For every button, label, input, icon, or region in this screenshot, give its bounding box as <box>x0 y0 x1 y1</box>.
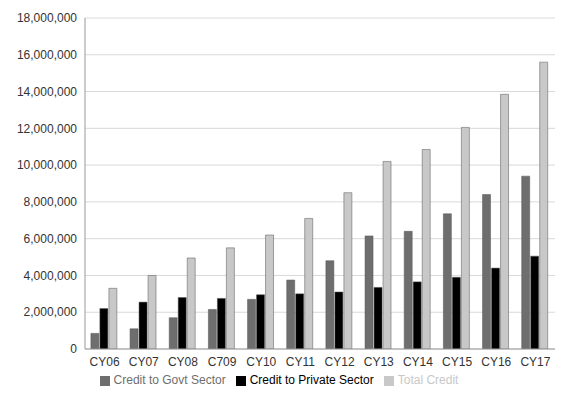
svg-text:4,000,000: 4,000,000 <box>24 269 78 283</box>
svg-text:10,000,000: 10,000,000 <box>17 158 77 172</box>
svg-text:CY10: CY10 <box>246 355 276 369</box>
svg-text:CY07: CY07 <box>129 355 159 369</box>
svg-text:CY16: CY16 <box>481 355 511 369</box>
html-text:Total Credit: Total Credit <box>397 373 459 387</box>
svg-text:18,000,000: 18,000,000 <box>17 11 77 25</box>
html-text:Credit to Private Sector: Credit to Private Sector <box>249 373 374 387</box>
svg-text:16,000,000: 16,000,000 <box>17 48 77 62</box>
svg-text:8,000,000: 8,000,000 <box>24 195 78 209</box>
svg-text:2,000,000: 2,000,000 <box>24 305 78 319</box>
svg-text:CY17: CY17 <box>520 355 550 369</box>
svg-text:CY15: CY15 <box>442 355 472 369</box>
html-text:Credit to Govt Sector: Credit to Govt Sector <box>113 373 226 387</box>
svg-text:CY13: CY13 <box>364 355 394 369</box>
svg-text:12,000,000: 12,000,000 <box>17 122 77 136</box>
svg-text:CY14: CY14 <box>403 355 433 369</box>
svg-text:14,000,000: 14,000,000 <box>17 85 77 99</box>
svg-text:CY11: CY11 <box>286 355 315 369</box>
svg-text:0: 0 <box>70 342 77 356</box>
svg-text:C709: C709 <box>208 355 237 369</box>
svg-text:CY08: CY08 <box>168 355 198 369</box>
svg-text:6,000,000: 6,000,000 <box>24 232 78 246</box>
svg-text:CY06: CY06 <box>90 355 120 369</box>
svg-text:CY12: CY12 <box>325 355 355 369</box>
